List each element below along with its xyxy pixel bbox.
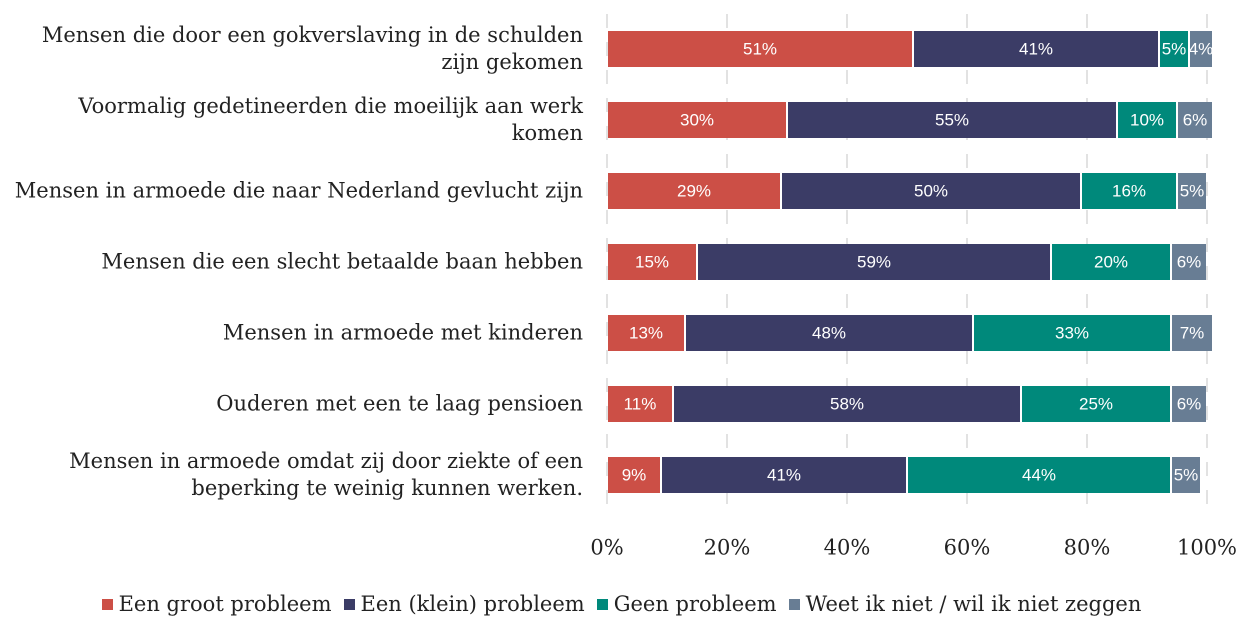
bar-segment [608,102,786,138]
data-label: 50% [914,181,948,200]
legend-swatch [596,598,608,610]
data-label: 55% [935,110,969,129]
data-label: 9% [622,465,647,484]
legend-label: Een groot probleem [118,592,332,616]
data-label: 41% [767,465,801,484]
legend-swatch [343,598,355,610]
legend-item: Geen probleem [596,592,777,616]
legend: Een groot probleem Een (klein) probleem Ge… [0,592,1243,616]
bar-segment [1172,315,1212,351]
data-label: 6% [1183,110,1208,129]
category-label: Mensen die een slecht betaalde baan hebb… [101,249,583,274]
legend-swatch [101,598,113,610]
data-label: 30% [680,110,714,129]
bar-segment [1022,386,1170,422]
bar-segment [782,173,1080,209]
x-tick-label: 80% [1064,536,1111,560]
bar-segment [1052,244,1170,280]
legend-item: Een (klein) probleem [343,592,585,616]
bar-segment [908,457,1170,493]
bar-segment [608,244,696,280]
data-label: 20% [1094,252,1128,271]
data-label: 5% [1162,39,1187,58]
data-label: 58% [830,394,864,413]
bar-segment [608,173,780,209]
x-tick-label: 20% [704,536,751,560]
bar-segment [674,386,1020,422]
bar-segment [1172,457,1200,493]
x-tick-label: 60% [944,536,991,560]
category-label: Voormalig gedetineerden die moeilijk aan… [78,94,583,145]
data-label: 59% [857,252,891,271]
legend-label: Weet ik niet / wil ik niet zeggen [805,592,1142,616]
category-label: Ouderen met een te laag pensioen [216,391,583,416]
data-label: 7% [1180,323,1205,342]
bar-segment [608,386,672,422]
x-tick-label: 100% [1177,536,1237,560]
data-label: 10% [1130,110,1164,129]
bar-segment [1082,173,1176,209]
data-label: 33% [1055,323,1089,342]
category-label: Mensen in armoede met kinderen [222,320,583,345]
x-tick-label: 0% [590,536,623,560]
data-label: 13% [629,323,663,342]
bar-segment [1160,31,1188,67]
category-label: Mensen in armoede omdat zij door ziekte … [69,449,583,500]
bar-segment [1178,102,1212,138]
data-label: 25% [1079,394,1113,413]
data-label: 11% [624,394,657,413]
data-label: 29% [677,181,711,200]
data-label: 16% [1112,181,1146,200]
bar-segment [662,457,906,493]
bar-segment [1178,173,1206,209]
bar-segment [1172,244,1206,280]
data-label: 48% [812,323,846,342]
legend-label: Een (klein) probleem [360,592,585,616]
data-label: 15% [635,252,669,271]
bar-segment [608,315,684,351]
data-label: 4% [1189,39,1214,58]
data-label: 5% [1174,465,1199,484]
legend-swatch [788,598,800,610]
bar-segment [1190,31,1212,67]
bar-segment [608,31,912,67]
category-label: Mensen die door een gokverslaving in de … [41,23,583,74]
legend-item: Een groot probleem [101,592,332,616]
bar-segment [686,315,972,351]
bar-segment [974,315,1170,351]
bar-segment [1118,102,1176,138]
data-label: 41% [1019,39,1053,58]
bar-segment [608,457,660,493]
data-label: 6% [1177,252,1202,271]
category-label: Mensen in armoede die naar Nederland gev… [14,178,583,203]
bar-segment [788,102,1116,138]
legend-item: Weet ik niet / wil ik niet zeggen [788,592,1142,616]
data-label: 51% [743,39,777,58]
bar-segment [698,244,1050,280]
data-label: 44% [1022,465,1056,484]
data-label: 6% [1177,394,1202,413]
bar-segment [914,31,1158,67]
x-tick-label: 40% [824,536,871,560]
data-label: 5% [1180,181,1205,200]
bar-segment [1172,386,1206,422]
legend-label: Geen probleem [613,592,777,616]
